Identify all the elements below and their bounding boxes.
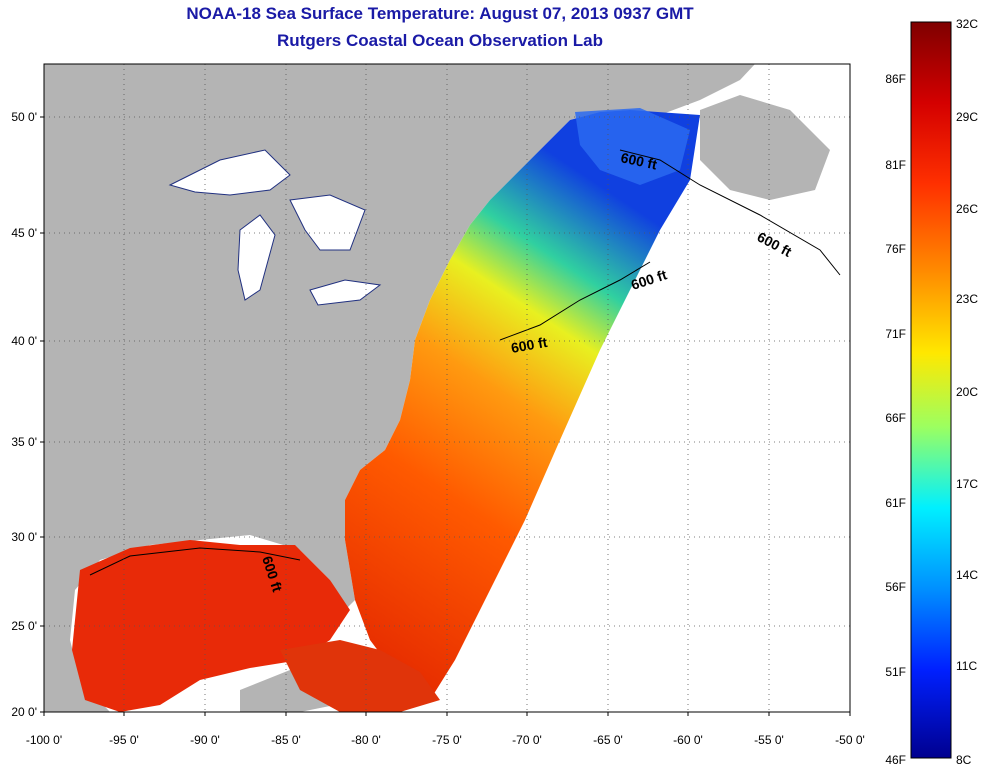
lat-label: 30 0' bbox=[11, 530, 37, 544]
map-subtitle: Rutgers Coastal Ocean Observation Lab bbox=[277, 31, 603, 50]
great-lakes bbox=[168, 149, 382, 306]
lon-label: -50 0' bbox=[835, 733, 865, 747]
colorbar-fahrenheit-label: 46F bbox=[885, 753, 906, 767]
lat-label: 50 0' bbox=[11, 110, 37, 124]
sst-st-lawrence bbox=[575, 108, 690, 185]
colorbar-celsius-label: 14C bbox=[956, 568, 978, 582]
lat-label: 35 0' bbox=[11, 435, 37, 449]
lat-label: 45 0' bbox=[11, 226, 37, 240]
colorbar-celsius-label: 20C bbox=[956, 385, 978, 399]
sst-caribbean bbox=[280, 640, 440, 712]
lon-label: -95 0' bbox=[109, 733, 139, 747]
colorbar-celsius-label: 32C bbox=[956, 17, 978, 31]
land-north-america bbox=[44, 64, 755, 712]
colorbar-fahrenheit-label: 86F bbox=[885, 72, 906, 86]
colorbar-fahrenheit-label: 56F bbox=[885, 580, 906, 594]
lon-label: -75 0' bbox=[432, 733, 462, 747]
lon-label: -65 0' bbox=[593, 733, 623, 747]
map-grid bbox=[44, 64, 850, 712]
lat-label: 20 0' bbox=[11, 705, 37, 719]
latitude-labels: 50 0' 45 0' 40 0' 35 0' 30 0' 25 0' 20 0' bbox=[11, 110, 37, 719]
colorbar-fahrenheit-label: 66F bbox=[885, 411, 906, 425]
lon-label: -70 0' bbox=[512, 733, 542, 747]
colorbar-celsius-label: 29C bbox=[956, 110, 978, 124]
map-area bbox=[44, 64, 850, 712]
colorbar-labels: 32C 29C 26C 23C 20C 17C 14C 11C 8C 86F 81F 76F 71F 66… bbox=[885, 17, 978, 767]
colorbar-fahrenheit-label: 76F bbox=[885, 242, 906, 256]
colorbar-fahrenheit-label: 71F bbox=[885, 327, 906, 341]
colorbar-celsius-label: 23C bbox=[956, 292, 978, 306]
sst-atlantic-swath bbox=[345, 110, 700, 700]
colorbar-celsius-label: 11C bbox=[956, 659, 977, 673]
colorbar-fahrenheit-label: 61F bbox=[885, 496, 906, 510]
colorbar bbox=[910, 21, 952, 759]
lon-label: -60 0' bbox=[673, 733, 703, 747]
longitude-labels: -100 0' -95 0' -90 0' -85 0' -80 0' -75 0' -70… bbox=[26, 733, 865, 747]
colorbar-fahrenheit-label: 81F bbox=[885, 158, 906, 172]
lat-label: 40 0' bbox=[11, 334, 37, 348]
colorbar-celsius-label: 8C bbox=[956, 753, 972, 767]
contour-label-4: 600 ft bbox=[510, 334, 549, 356]
axis-ticks bbox=[40, 116, 851, 716]
lon-label: -85 0' bbox=[271, 733, 301, 747]
colorbar-fahrenheit-label: 51F bbox=[885, 665, 906, 679]
lon-label: -100 0' bbox=[26, 733, 62, 747]
lat-label: 25 0' bbox=[11, 619, 37, 633]
lon-label: -80 0' bbox=[351, 733, 381, 747]
colorbar-celsius-label: 26C bbox=[956, 202, 978, 216]
contour-label-1: 600 ft bbox=[619, 149, 658, 172]
map-title: NOAA-18 Sea Surface Temperature: August … bbox=[186, 4, 694, 23]
lon-label: -55 0' bbox=[754, 733, 784, 747]
land-newfoundland bbox=[700, 95, 830, 200]
lon-label: -90 0' bbox=[190, 733, 220, 747]
colorbar-celsius-label: 17C bbox=[956, 477, 978, 491]
sst-gulf-of-mexico bbox=[72, 540, 350, 712]
